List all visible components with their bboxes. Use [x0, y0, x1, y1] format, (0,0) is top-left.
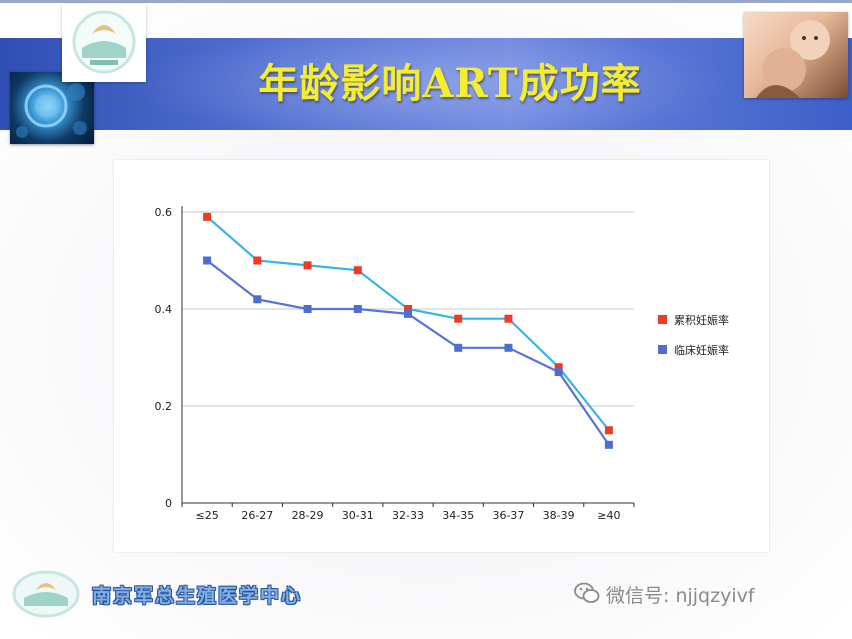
legend-label: 累积妊娠率	[674, 313, 729, 327]
x-tick-label: ≤25	[196, 509, 219, 522]
x-tick-label: 38-39	[543, 509, 575, 522]
footer-logo-emblem	[10, 568, 82, 620]
legend-marker	[658, 315, 667, 324]
series-line	[206, 216, 610, 431]
wechat-icon	[574, 582, 600, 611]
y-tick-label: 0.4	[155, 303, 173, 316]
chart-card: 0 0.2 0.4 0.6 ≤25 26-27 28-29 30-31 32-33 34-35 36…	[114, 160, 769, 552]
x-tick-label: 28-29	[292, 509, 324, 522]
x-tick-label: 32-33	[392, 509, 424, 522]
line-chart: 0 0.2 0.4 0.6 ≤25 26-27 28-29 30-31 32-33 34-35 36…	[155, 206, 729, 522]
data-point	[203, 256, 212, 265]
y-tick-label: 0.6	[155, 206, 173, 219]
top-border-line	[0, 0, 852, 3]
data-point	[454, 314, 463, 323]
mother-baby-photo	[744, 12, 848, 98]
data-point	[504, 314, 513, 323]
data-point	[253, 256, 262, 265]
data-point	[404, 305, 412, 313]
data-point	[203, 212, 212, 221]
legend-label: 临床妊娠率	[674, 343, 729, 357]
data-point	[604, 440, 613, 449]
wechat-label: 微信号: njjqzyivf	[606, 585, 755, 607]
x-tick-label: 36-37	[492, 509, 524, 522]
wechat-id: 微信号: njjqzyivf	[574, 582, 755, 608]
banner-highlight	[130, 38, 730, 130]
data-point	[554, 363, 563, 372]
data-point	[303, 305, 312, 313]
data-point	[303, 261, 312, 270]
x-tick-label: ≥40	[597, 509, 620, 522]
hospital-logo-emblem	[62, 4, 146, 82]
data-point	[253, 295, 262, 304]
data-point	[604, 426, 613, 435]
legend-marker	[658, 345, 667, 354]
footer-org-name: 南京军总生殖医学中心	[92, 585, 303, 607]
data-point	[554, 368, 563, 377]
y-tick-label: 0	[165, 497, 172, 510]
data-point	[454, 343, 463, 352]
data-point	[353, 266, 362, 275]
data-point	[504, 343, 513, 352]
slide-title: 年龄影响ART成功率	[258, 60, 642, 107]
x-tick-label: 34-35	[442, 509, 474, 522]
x-tick-label: 30-31	[342, 509, 374, 522]
cell-microscopy-image	[10, 72, 94, 144]
series-line	[206, 259, 610, 446]
y-tick-label: 0.2	[155, 400, 173, 413]
data-point	[353, 305, 362, 313]
x-tick-label: 26-27	[241, 509, 273, 522]
data-point	[404, 309, 412, 318]
